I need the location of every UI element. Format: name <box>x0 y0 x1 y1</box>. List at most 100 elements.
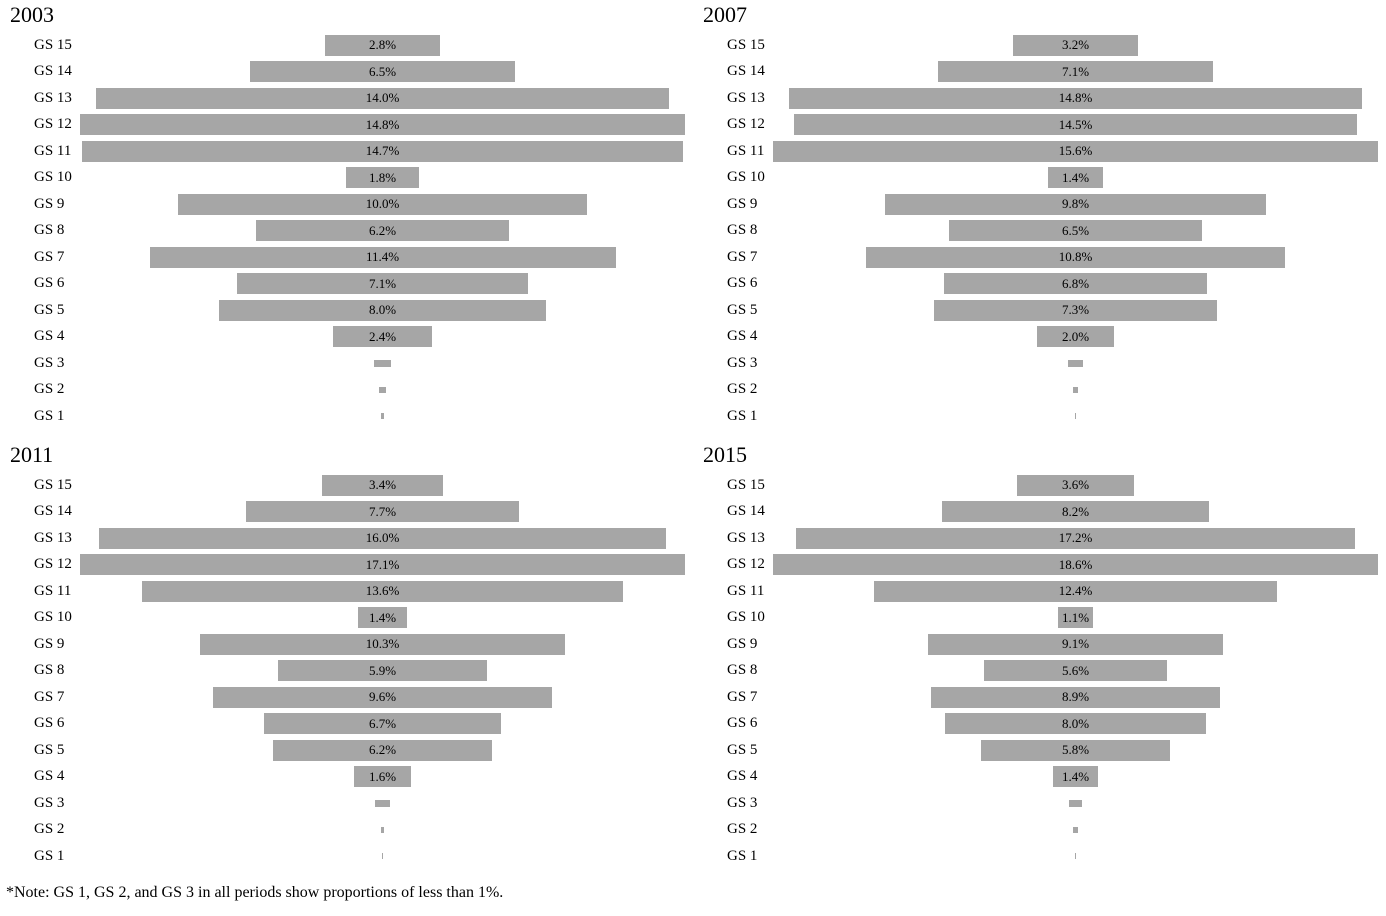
bar: 5.9% <box>278 660 487 681</box>
chart-footnote: *Note: GS 1, GS 2, and GS 3 in all perio… <box>0 880 1386 902</box>
bar-value: 8.2% <box>1062 504 1089 520</box>
data-row: GS 1 <box>8 403 685 430</box>
bar-area: 12.4% <box>773 578 1378 605</box>
data-row: GS 1214.5% <box>701 112 1378 139</box>
bar: 7.1% <box>237 273 527 294</box>
bar-value: 14.8% <box>366 117 400 133</box>
bar-area: 6.2% <box>80 737 685 764</box>
bar-value: 10.3% <box>366 636 400 652</box>
bar-area <box>80 377 685 404</box>
bar-value: 14.5% <box>1059 117 1093 133</box>
row-label: GS 15 <box>8 477 80 494</box>
bar-area: 11.4% <box>80 244 685 271</box>
bar-value: 1.6% <box>369 769 396 785</box>
panel-title: 2007 <box>701 2 1378 28</box>
bar-area <box>80 350 685 377</box>
row-label: GS 11 <box>8 583 80 600</box>
row-label: GS 2 <box>8 381 80 398</box>
bar <box>382 853 384 859</box>
data-row: GS 57.3% <box>701 297 1378 324</box>
bar-area <box>773 350 1378 377</box>
data-row: GS 78.9% <box>701 684 1378 711</box>
bar-area: 14.0% <box>80 85 685 112</box>
bar-area: 5.9% <box>80 658 685 685</box>
bar: 11.4% <box>150 247 616 268</box>
bar-area: 9.6% <box>80 684 685 711</box>
data-row: GS 711.4% <box>8 244 685 271</box>
row-label: GS 2 <box>701 821 773 838</box>
bar: 5.8% <box>981 740 1170 761</box>
data-row: GS 3 <box>8 350 685 377</box>
row-label: GS 6 <box>8 715 80 732</box>
row-label: GS 12 <box>701 556 773 573</box>
row-label: GS 9 <box>8 196 80 213</box>
bar: 1.4% <box>358 607 408 628</box>
bar-value: 6.5% <box>369 64 396 80</box>
panel-title: 2003 <box>8 2 685 28</box>
data-row: GS 2 <box>701 817 1378 844</box>
data-row: GS 8 5.6% <box>701 658 1378 685</box>
bar-value: 5.6% <box>1062 663 1089 679</box>
row-label: GS 3 <box>701 355 773 372</box>
data-row: GS 85.9% <box>8 658 685 685</box>
bar-value: 13.6% <box>366 583 400 599</box>
data-row: GS 99.8% <box>701 191 1378 218</box>
bar-value: 8.0% <box>369 302 396 318</box>
row-label: GS 7 <box>701 249 773 266</box>
bar-value: 11.4% <box>366 249 399 265</box>
data-row: GS 2 <box>8 817 685 844</box>
bar-value: 6.5% <box>1062 223 1089 239</box>
row-label: GS 3 <box>8 355 80 372</box>
chart-panel: 2011GS 153.4%GS 147.7%GS 1316.0%GS 1217.… <box>0 440 693 880</box>
bar-area: 7.1% <box>80 271 685 298</box>
data-row: GS 1316.0% <box>8 525 685 552</box>
data-row: GS 1314.0% <box>8 85 685 112</box>
bar-area: 1.1% <box>773 605 1378 632</box>
bar: 1.4% <box>1048 167 1102 188</box>
data-row: GS 3 <box>701 790 1378 817</box>
data-row: GS 58.0% <box>8 297 685 324</box>
bar-value: 2.4% <box>369 329 396 345</box>
bar: 8.0% <box>219 300 546 321</box>
panel-title: 2011 <box>8 442 685 468</box>
bar-value: 7.1% <box>369 276 396 292</box>
data-row: GS 42.0% <box>701 324 1378 351</box>
bar-value: 10.8% <box>1059 249 1093 265</box>
bar: 6.7% <box>264 713 501 734</box>
data-row: GS 86.2% <box>8 218 685 245</box>
bar: 9.6% <box>213 687 553 708</box>
bar-area: 3.2% <box>773 32 1378 59</box>
bar-area: 6.5% <box>80 59 685 86</box>
data-row: GS 11 13.6% <box>8 578 685 605</box>
bar-area: 1.6% <box>80 764 685 791</box>
bar: 16.0% <box>99 528 665 549</box>
bar-value: 16.0% <box>366 530 400 546</box>
data-row: GS 1 <box>701 843 1378 870</box>
data-row: GS 6 6.7% <box>8 711 685 738</box>
bar-area <box>80 843 685 870</box>
data-row: GS 4 2.4% <box>8 324 685 351</box>
bar-area: 1.8% <box>80 165 685 192</box>
data-row: GS 1114.7% <box>8 138 685 165</box>
bar-area: 13.6% <box>80 578 685 605</box>
data-row: GS 101.4% <box>701 165 1378 192</box>
bar-area: 15.6% <box>773 138 1378 165</box>
bar-value: 1.4% <box>1062 170 1089 186</box>
panel-rows: GS 153.6%GS 148.2%GS 1317.2%GS 1218.6%GS… <box>701 472 1378 870</box>
bar-value: 6.8% <box>1062 276 1089 292</box>
data-row: GS 86.5% <box>701 218 1378 245</box>
data-row: GS 41.4% <box>701 764 1378 791</box>
bar: 10.8% <box>866 247 1285 268</box>
row-label: GS 2 <box>701 381 773 398</box>
chart-panel: 2015GS 153.6%GS 148.2%GS 1317.2%GS 1218.… <box>693 440 1386 880</box>
data-row: GS 1112.4% <box>701 578 1378 605</box>
bar <box>381 413 383 419</box>
bar: 15.6% <box>773 141 1378 162</box>
bar-area <box>773 817 1378 844</box>
row-label: GS 8 <box>701 662 773 679</box>
bar-value: 2.8% <box>369 37 396 53</box>
row-label: GS 4 <box>8 328 80 345</box>
bar-area <box>773 377 1378 404</box>
bar-area: 7.3% <box>773 297 1378 324</box>
row-label: GS 14 <box>8 503 80 520</box>
